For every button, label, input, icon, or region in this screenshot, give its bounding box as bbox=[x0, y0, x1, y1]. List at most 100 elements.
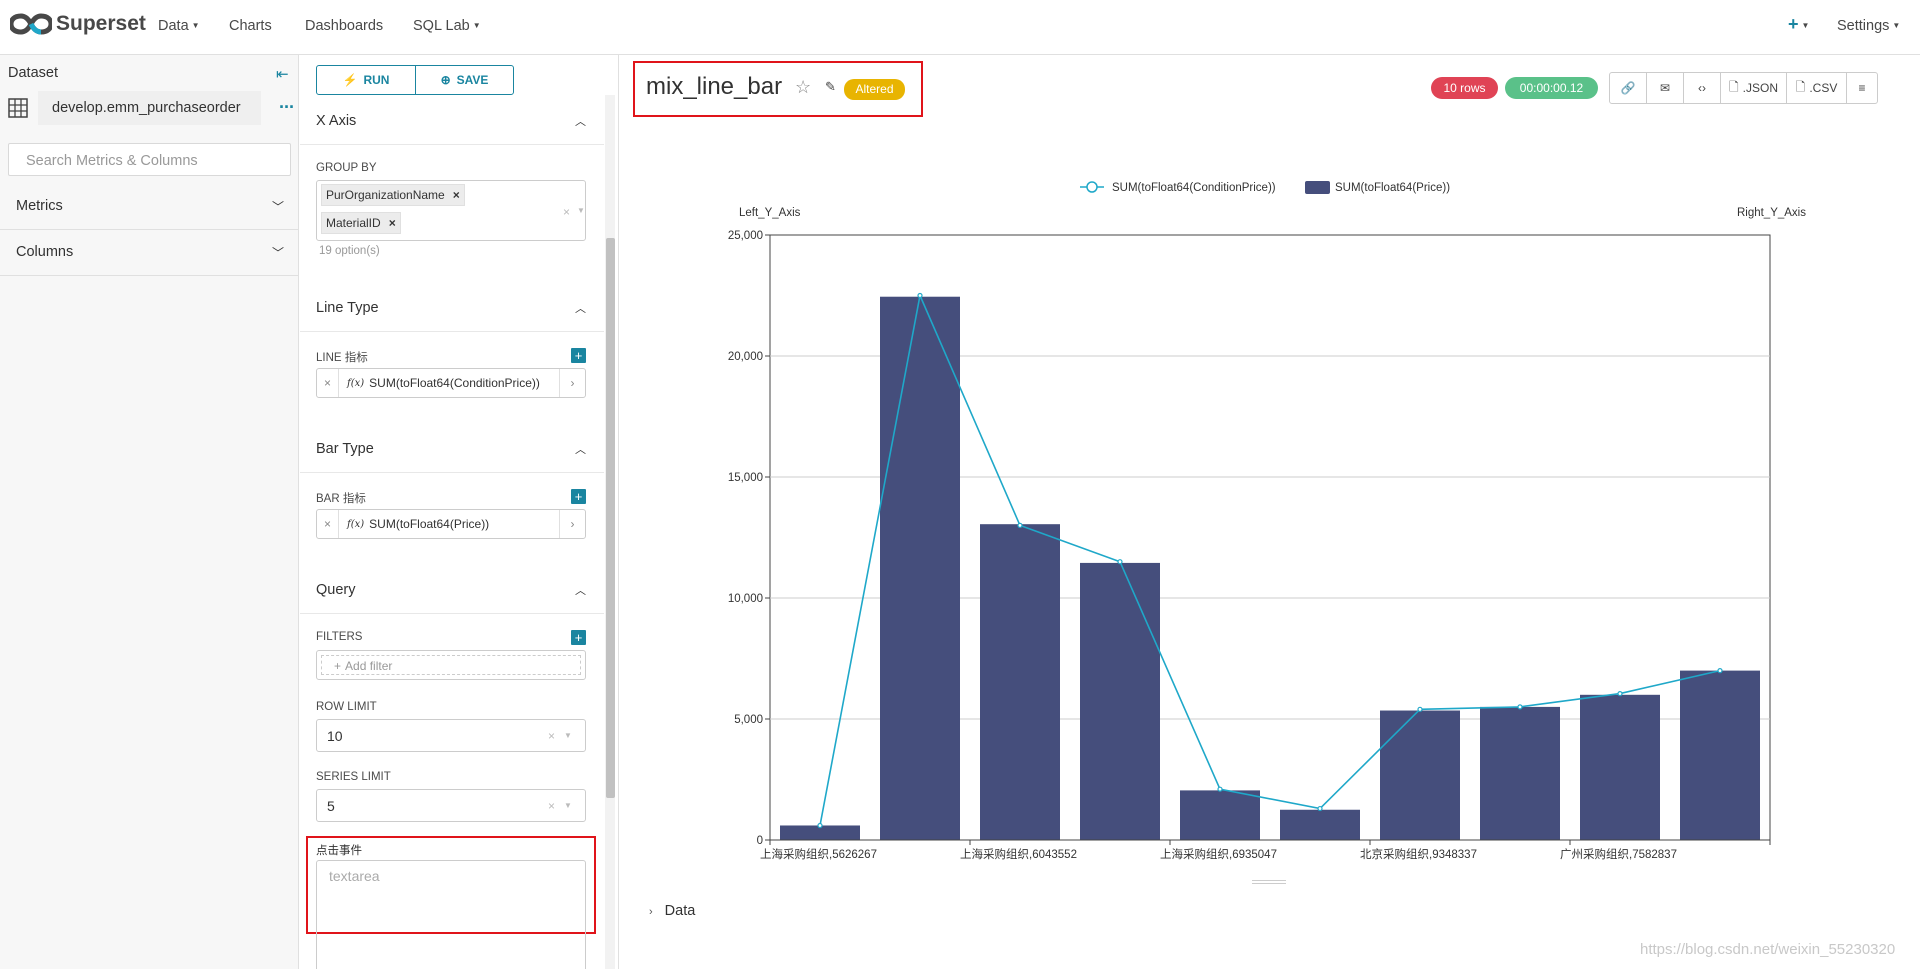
superset-logo[interactable]: Superset bbox=[10, 12, 146, 36]
dataset-row: develop.emm_purchaseorder ··· bbox=[8, 91, 295, 125]
embed-code-icon[interactable]: ‹› bbox=[1684, 73, 1721, 103]
metrics-section[interactable]: Metrics ﹀ bbox=[0, 184, 299, 230]
collapse-panel-icon[interactable]: ⇤ bbox=[276, 66, 289, 83]
line-point bbox=[1217, 786, 1223, 792]
divider bbox=[300, 331, 604, 332]
nav-sqllab-menu[interactable]: SQL Lab ▼ bbox=[413, 18, 481, 34]
line-point bbox=[1117, 559, 1123, 565]
add-bar-metric-icon[interactable]: + bbox=[571, 489, 586, 504]
data-section-toggle[interactable]: › Data bbox=[649, 903, 695, 919]
remove-tag-icon[interactable]: × bbox=[452, 188, 460, 202]
bar bbox=[880, 296, 960, 840]
line-point bbox=[1717, 667, 1723, 674]
star-icon[interactable]: ☆ bbox=[795, 77, 812, 97]
caret-down-icon: ▼ bbox=[1801, 21, 1810, 30]
export-json-button[interactable]: 🗋 .JSON bbox=[1721, 73, 1787, 103]
nav-dashboards[interactable]: Dashboards bbox=[305, 18, 384, 34]
resize-handle[interactable] bbox=[1252, 880, 1286, 884]
scrollbar-thumb[interactable] bbox=[606, 238, 615, 798]
clear-icon[interactable]: × bbox=[563, 205, 571, 219]
dataset-name[interactable]: develop.emm_purchaseorder bbox=[38, 91, 261, 125]
link-icon[interactable]: 🔗 bbox=[1610, 73, 1647, 103]
add-filter-button[interactable]: + Add filter bbox=[321, 655, 581, 675]
query-section-header[interactable]: Query ︿ bbox=[316, 582, 586, 598]
bar-type-section-header[interactable]: Bar Type ︿ bbox=[316, 441, 586, 457]
y-tick-label: 10,000 bbox=[728, 593, 763, 605]
save-button[interactable]: ⊕ SAVE bbox=[415, 65, 514, 95]
bar bbox=[1080, 562, 1160, 840]
nav-charts[interactable]: Charts bbox=[229, 18, 272, 34]
chart-area: mix_line_bar ☆ ✎ Altered 10 rows 00:00:0… bbox=[620, 55, 1920, 969]
caret-down-icon[interactable]: ▼ bbox=[577, 206, 585, 215]
line-type-section-header[interactable]: Line Type ︿ bbox=[316, 300, 586, 316]
add-filter-label: Add filter bbox=[345, 659, 393, 673]
plus-circle-icon: ⊕ bbox=[440, 73, 451, 87]
add-filter-icon[interactable]: + bbox=[571, 630, 586, 645]
add-line-metric-icon[interactable]: + bbox=[571, 348, 586, 363]
x-axis-title: X Axis bbox=[316, 113, 357, 129]
run-button[interactable]: ⚡ RUN bbox=[316, 65, 416, 95]
file-icon: 🗋 bbox=[1729, 79, 1739, 94]
chart-title[interactable]: mix_line_bar bbox=[646, 73, 783, 100]
settings-label: Settings bbox=[1837, 18, 1890, 34]
bar-metric-pill[interactable]: × f(x) SUM(toFloat64(Price)) › bbox=[316, 509, 586, 539]
line-metric-value: SUM(toFloat64(ConditionPrice)) bbox=[369, 376, 540, 390]
chevron-right-icon[interactable]: › bbox=[559, 369, 585, 397]
click-event-label: 点击事件 bbox=[316, 845, 362, 857]
line-point bbox=[817, 822, 823, 829]
clear-icon[interactable]: × bbox=[548, 729, 556, 743]
y-tick-label: 0 bbox=[757, 835, 763, 847]
series-limit-value: 5 bbox=[327, 798, 335, 814]
columns-label: Columns bbox=[16, 244, 74, 260]
clear-icon[interactable]: × bbox=[548, 799, 556, 813]
bar bbox=[980, 524, 1060, 840]
x-tick-label: 广州采购组织,7582837 bbox=[1560, 847, 1677, 860]
nav-data-menu[interactable]: Data ▼ bbox=[158, 18, 200, 34]
settings-menu[interactable]: Settings ▼ bbox=[1837, 18, 1900, 34]
filters-box: + Add filter bbox=[316, 650, 586, 680]
group-by-tag: MaterialID × bbox=[321, 212, 401, 234]
export-csv-button[interactable]: 🗋 .CSV bbox=[1787, 73, 1847, 103]
plus-icon: + bbox=[1788, 14, 1799, 34]
email-icon[interactable]: ✉ bbox=[1647, 73, 1684, 103]
line-metric-pill[interactable]: × f(x) SUM(toFloat64(ConditionPrice)) › bbox=[316, 368, 586, 398]
dataset-more-icon[interactable]: ··· bbox=[279, 97, 295, 117]
query-title: Query bbox=[316, 582, 356, 598]
search-metrics-input[interactable]: Search Metrics & Columns bbox=[8, 143, 291, 176]
remove-metric-icon[interactable]: × bbox=[317, 369, 339, 397]
row-limit-select[interactable]: 10 × ▼ bbox=[316, 719, 586, 752]
bar bbox=[1380, 710, 1460, 840]
chevron-right-icon[interactable]: › bbox=[559, 510, 585, 538]
x-tick-label: 上海采购组织,6043552 bbox=[960, 847, 1077, 860]
bar-metric-value: SUM(toFloat64(Price)) bbox=[369, 517, 490, 531]
timer-badge: 00:00:00.12 bbox=[1505, 77, 1598, 99]
y-tick-label: 15,000 bbox=[728, 472, 763, 484]
bar bbox=[1580, 694, 1660, 840]
left-y-axis-label: Left_Y_Axis bbox=[739, 207, 801, 219]
click-event-highlight bbox=[306, 836, 596, 934]
brand-name: Superset bbox=[56, 12, 146, 35]
menu-icon[interactable]: ≡ bbox=[1858, 81, 1866, 95]
bolt-icon: ⚡ bbox=[342, 73, 358, 87]
y-tick-label: 25,000 bbox=[728, 230, 763, 242]
columns-section[interactable]: Columns ﹀ bbox=[0, 230, 299, 276]
edit-icon[interactable]: ✎ bbox=[825, 79, 836, 94]
altered-badge[interactable]: Altered bbox=[844, 79, 905, 100]
click-event-textarea[interactable]: textarea bbox=[316, 860, 586, 969]
chevron-up-icon: ︿ bbox=[575, 116, 586, 128]
new-menu[interactable]: + ▼ bbox=[1788, 14, 1809, 35]
run-save-group: ⚡ RUN ⊕ SAVE bbox=[316, 65, 514, 95]
tag-label: MaterialID bbox=[326, 216, 381, 230]
x-axis-section-header[interactable]: X Axis ︿ bbox=[316, 113, 586, 129]
bar bbox=[1480, 706, 1560, 840]
line-type-title: Line Type bbox=[316, 300, 379, 316]
control-panel: ⚡ RUN ⊕ SAVE X Axis ︿ GROUP BY PurOrganizat… bbox=[300, 55, 619, 969]
line-metric-label: LINE 指标 bbox=[316, 352, 368, 364]
series-limit-select[interactable]: 5 × ▼ bbox=[316, 789, 586, 822]
remove-tag-icon[interactable]: × bbox=[388, 216, 396, 230]
metrics-label: Metrics bbox=[16, 198, 63, 214]
remove-metric-icon[interactable]: × bbox=[317, 510, 339, 538]
x-tick-label: 上海采购组织,5626267 bbox=[760, 847, 877, 860]
series-limit-label: SERIES LIMIT bbox=[316, 771, 391, 783]
group-by-select[interactable]: PurOrganizationName × MaterialID × × ▼ bbox=[316, 180, 586, 241]
